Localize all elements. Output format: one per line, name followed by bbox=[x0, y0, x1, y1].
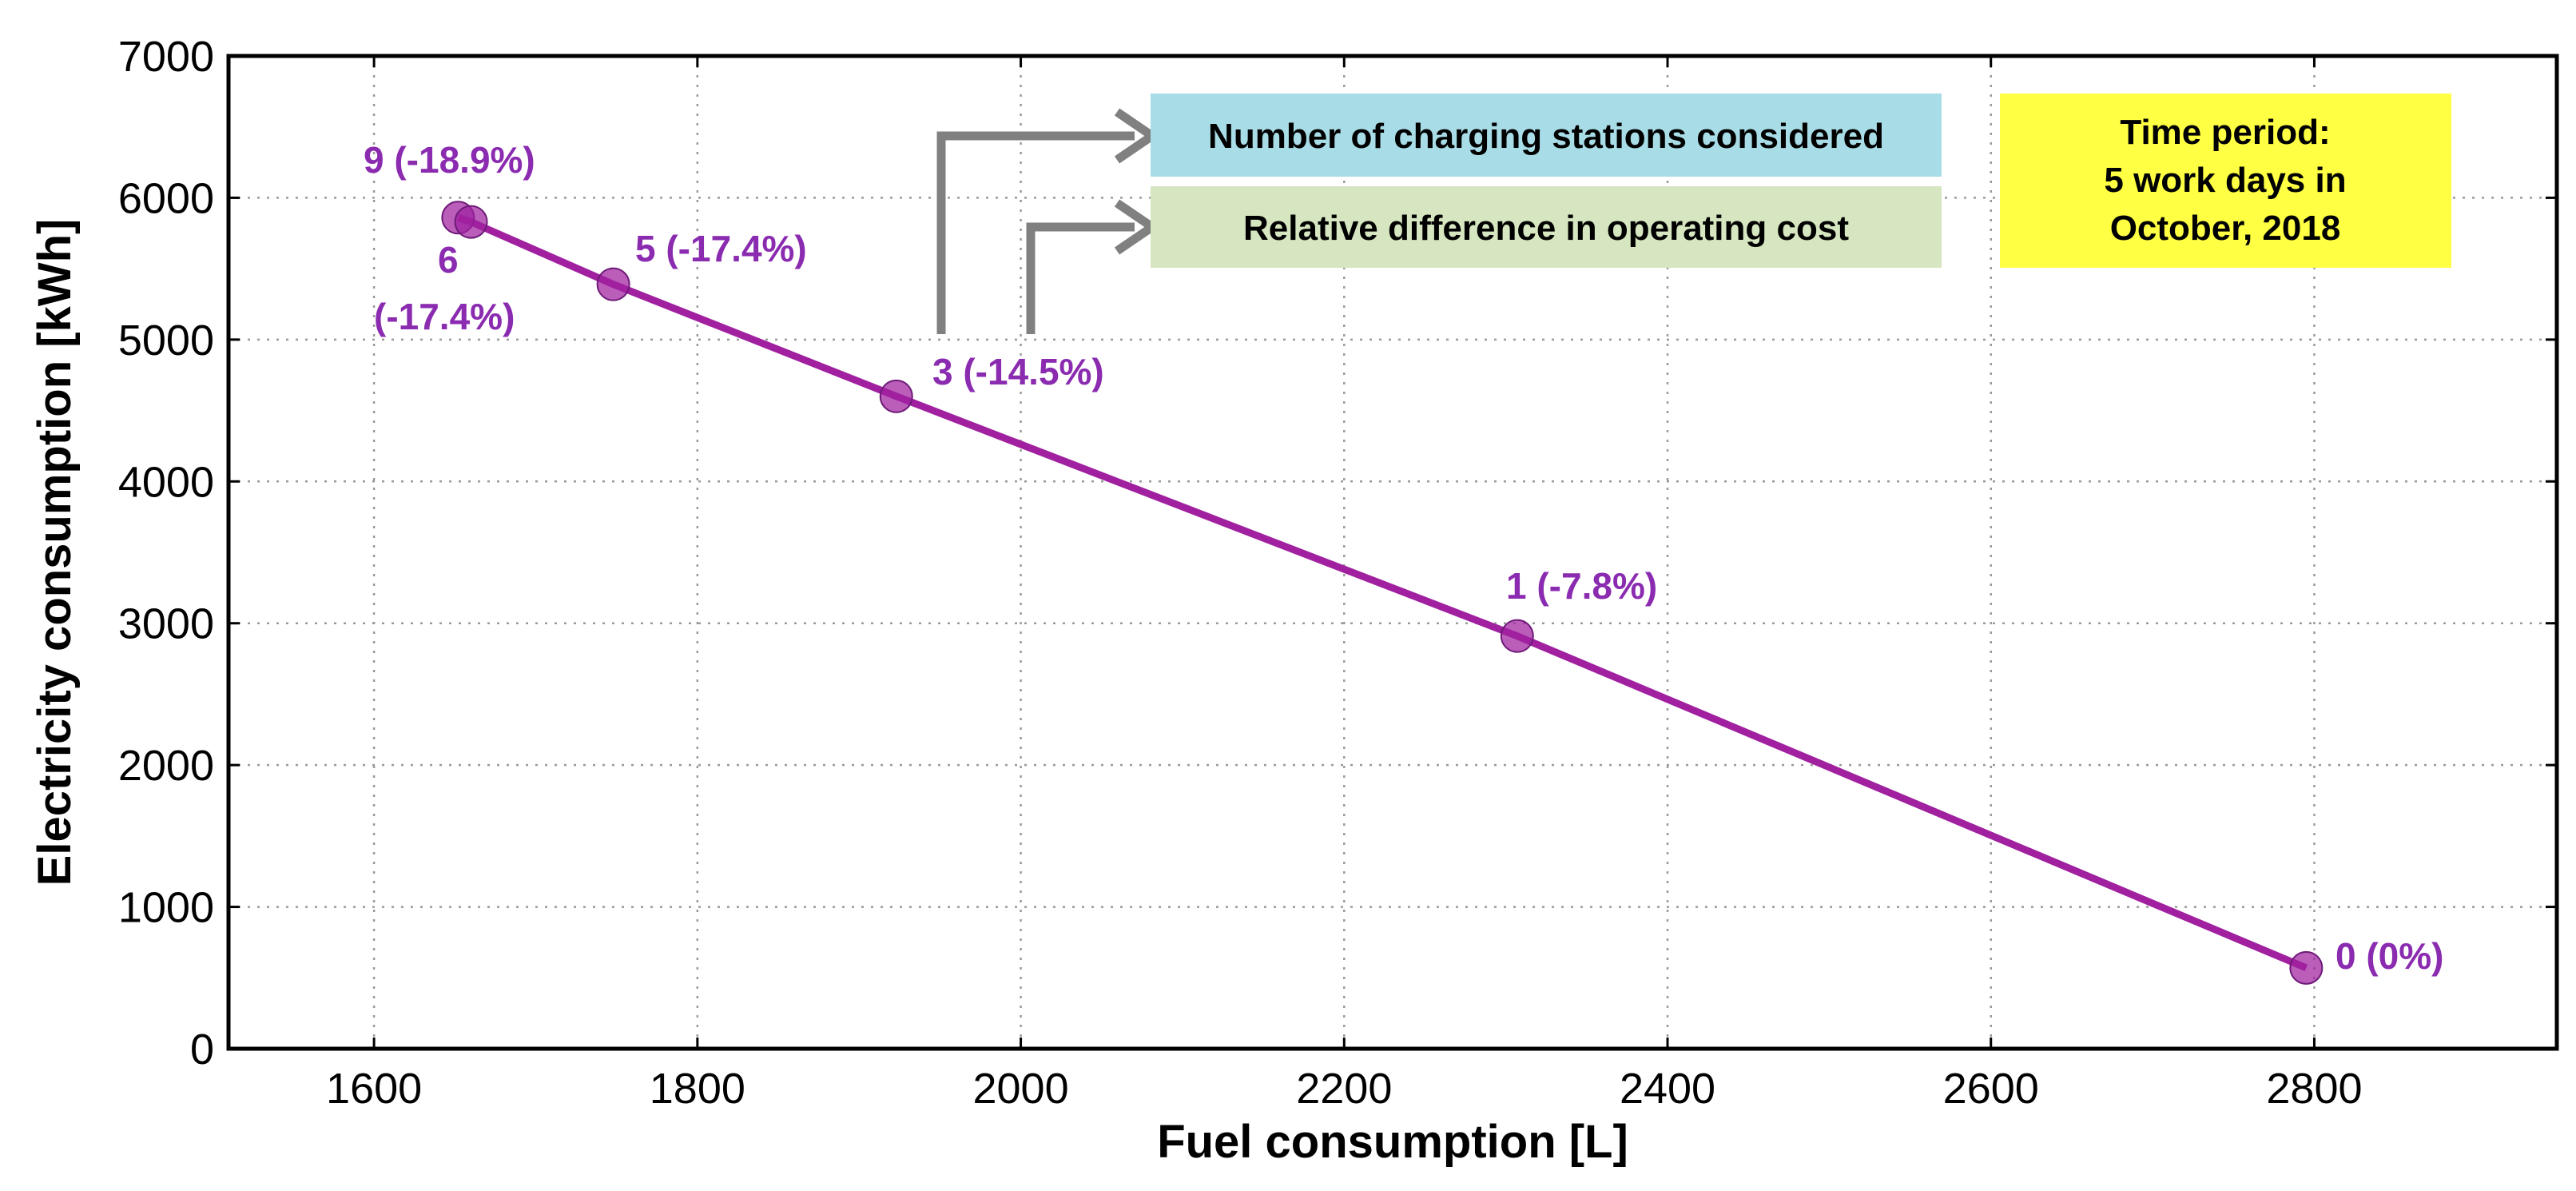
x-tick-label: 2400 bbox=[1620, 1065, 1715, 1113]
time-period-text: 5 work days in bbox=[2104, 161, 2346, 200]
legend-box-text: Relative difference in operating cost bbox=[1243, 209, 1849, 248]
y-tick-label: 2000 bbox=[118, 742, 214, 790]
legend-box bbox=[1151, 186, 1942, 268]
plot-frame bbox=[226, 54, 2559, 1051]
x-tick-label: 2200 bbox=[1296, 1065, 1392, 1113]
data-point bbox=[454, 205, 488, 239]
x-axis-title: Fuel consumption [L] bbox=[1157, 1116, 1628, 1168]
time-period-box bbox=[2000, 94, 2451, 268]
x-tick-label: 1800 bbox=[650, 1065, 745, 1113]
data-point bbox=[879, 379, 913, 413]
y-tick-label: 7000 bbox=[118, 33, 214, 81]
point-label: 1 (-7.8%) bbox=[1506, 565, 1657, 607]
x-tick-label: 2800 bbox=[2266, 1065, 2362, 1113]
annotations: Number of charging stations considered Re… bbox=[936, 94, 2451, 334]
legend-box-text: Number of charging stations considered bbox=[1208, 117, 1884, 156]
legend-box bbox=[1151, 94, 1942, 177]
y-tick-label: 6000 bbox=[118, 174, 214, 222]
point-labels: 9 (-18.9%) 6 (-17.4%) 5 (-17.4%) 3 (-14.5%) 1… bbox=[364, 139, 2443, 977]
time-period-text: October, 2018 bbox=[2110, 209, 2341, 248]
x-tick-label: 2600 bbox=[1943, 1065, 2039, 1113]
data-point bbox=[2289, 950, 2324, 985]
point-label: 9 (-18.9%) bbox=[364, 139, 535, 181]
data-point bbox=[1500, 619, 1534, 653]
point-label: 0 (0%) bbox=[2335, 935, 2443, 977]
y-axis-title: Electricity consumption [kWh] bbox=[29, 219, 81, 886]
point-label: 6 bbox=[438, 239, 459, 281]
axis-ticks: 1600 1800 2000 2200 2400 2600 2800 0 1000 2000 300… bbox=[118, 33, 2557, 1113]
x-tick-label: 1600 bbox=[326, 1065, 422, 1113]
time-period-text: Time period: bbox=[2120, 113, 2330, 152]
arrow-cost bbox=[1026, 222, 1135, 334]
data-point bbox=[596, 267, 630, 301]
y-tick-label: 3000 bbox=[118, 600, 214, 648]
x-tick-label: 2000 bbox=[972, 1065, 1068, 1113]
y-tick-label: 4000 bbox=[118, 458, 214, 506]
point-label: (-17.4%) bbox=[374, 296, 515, 337]
series-line bbox=[456, 214, 2308, 972]
point-label: 3 (-14.5%) bbox=[932, 351, 1104, 392]
y-tick-label: 0 bbox=[190, 1026, 214, 1073]
arrow-stations bbox=[936, 131, 1135, 334]
data-series bbox=[441, 201, 2324, 985]
point-label: 5 (-17.4%) bbox=[635, 228, 807, 269]
y-tick-label: 5000 bbox=[118, 317, 214, 364]
y-tick-label: 1000 bbox=[118, 884, 214, 932]
